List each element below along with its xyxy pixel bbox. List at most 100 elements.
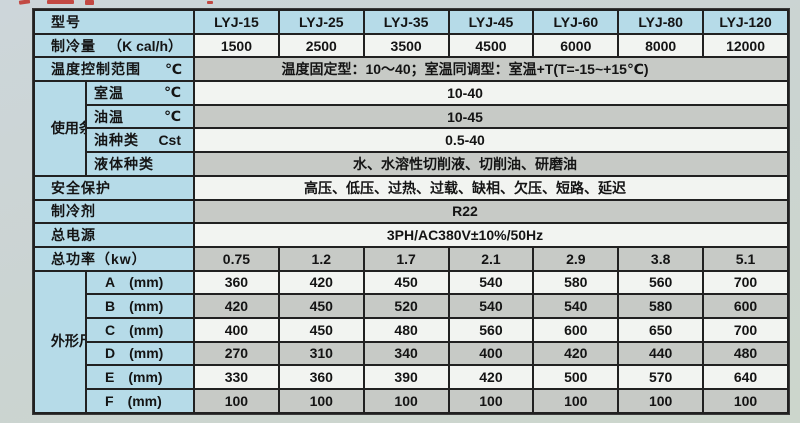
row-unit: ℃ [164, 84, 181, 101]
row-model: 型号 LYJ-15 LYJ-25 LYJ-35 LYJ-45 LYJ-60 LY… [33, 9, 789, 35]
value-cell: 420 [447, 364, 535, 390]
row-unit: (mm) [129, 274, 164, 291]
row-label-cell: 温度控制范围 ℃ [33, 56, 195, 83]
value-cell: 540 [447, 293, 535, 319]
sub-label-cell: 液体种类 [85, 151, 195, 177]
group-label-dimensions: 外形尺寸 [33, 269, 87, 414]
row-label-cell: 总功率（kw） [33, 245, 195, 272]
value-cell: 360 [277, 364, 365, 390]
value-cell: 100 [193, 388, 280, 414]
model-header-cell: LYJ-80 [617, 9, 705, 35]
row-refrigerant: 制冷剂 R22 [33, 198, 789, 225]
sub-label-cell: D (mm) [85, 340, 195, 367]
sub-label-cell: F (mm) [85, 388, 195, 414]
row-safety-protection: 安全保护 高压、低压、过热、过载、缺相、欠压、短路、延迟 [33, 174, 789, 201]
value-cell: 310 [277, 340, 365, 367]
value-cell: 560 [617, 269, 705, 296]
row-label-cell: 制冷量 （K cal/h） [33, 32, 195, 59]
value-cell: 3.8 [617, 245, 705, 272]
red-ink-mark [18, 0, 31, 5]
value-cell: 450 [277, 293, 365, 319]
value-cell: 700 [702, 316, 789, 343]
row-liquid-type: 液体种类 水、水溶性切削液、切削油、研磨油 [34, 151, 789, 177]
row-unit: Cst [158, 132, 181, 149]
value-cell: 420 [193, 293, 280, 319]
row-label: 油种类 [94, 132, 139, 149]
merged-value-cell: 10-45 [193, 103, 789, 130]
row-unit: (mm) [129, 345, 164, 362]
sub-label-cell: B (mm) [85, 293, 195, 319]
row-unit: ℃ [164, 108, 181, 125]
value-cell: 480 [362, 316, 450, 343]
value-cell: 420 [532, 340, 620, 367]
row-label: 室温 [94, 84, 124, 101]
value-cell: 400 [193, 316, 280, 343]
row-label: 总功率（kw） [51, 250, 147, 267]
row-oil-type: 油种类 Cst 0.5-40 [34, 127, 789, 154]
sub-label-cell: C (mm) [85, 316, 195, 343]
sub-label-cell: 室温 ℃ [85, 80, 195, 106]
row-label: B [105, 298, 116, 315]
row-label: 温度控制范围 [51, 61, 141, 78]
merged-value-cell: 0.5-40 [193, 127, 789, 154]
value-cell: 6000 [532, 32, 620, 59]
row-dim-a: 外形尺寸 A (mm) 360 420 450 540 580 560 700 [33, 269, 789, 414]
row-unit: ℃ [165, 60, 182, 77]
model-header-cell: LYJ-60 [532, 9, 620, 35]
value-cell: 12000 [702, 32, 789, 59]
value-cell: 520 [362, 293, 450, 319]
value-cell: 1500 [193, 32, 280, 59]
value-cell: 600 [532, 316, 620, 343]
sub-label-cell: A (mm) [85, 269, 195, 296]
value-cell: 360 [193, 269, 280, 296]
value-cell: 570 [617, 364, 705, 390]
row-oil-temp: 油温 ℃ 10-45 [34, 103, 789, 130]
value-cell: 1.7 [362, 245, 450, 272]
row-label: F [105, 392, 114, 409]
value-cell: 100 [447, 388, 535, 414]
value-cell: 100 [362, 388, 450, 414]
row-room-temp: 使用条件 室温 ℃ 10-40 [33, 80, 789, 177]
value-cell: 8000 [617, 32, 705, 59]
value-cell: 640 [702, 364, 789, 390]
row-unit: (mm) [129, 321, 164, 338]
sub-label-cell: E (mm) [85, 364, 195, 390]
value-cell: 560 [447, 316, 535, 343]
row-dim-e: E (mm) 330 360 390 420 500 570 640 [34, 364, 789, 390]
value-cell: 2.9 [532, 245, 620, 272]
value-cell: 650 [617, 316, 705, 343]
row-label-cell: 安全保护 [33, 174, 195, 201]
value-cell: 700 [702, 269, 789, 296]
row-label: 型号 [51, 13, 81, 30]
value-cell: 420 [277, 269, 365, 296]
row-label: C [105, 321, 116, 338]
value-cell: 400 [447, 340, 535, 367]
merged-value-cell: 水、水溶性切削液、切削油、研磨油 [193, 151, 789, 177]
value-cell: 270 [193, 340, 280, 367]
value-cell: 100 [617, 388, 705, 414]
row-cooling-capacity: 制冷量 （K cal/h） 1500 2500 3500 4500 6000 8… [33, 32, 789, 59]
row-label-cell: 总电源 [33, 222, 195, 248]
model-header-cell: LYJ-120 [702, 9, 789, 35]
merged-value-cell: 3PH/AC380V±10%/50Hz [193, 222, 789, 248]
value-cell: 340 [362, 340, 450, 367]
spec-table: 型号 LYJ-15 LYJ-25 LYJ-35 LYJ-45 LYJ-60 LY… [33, 9, 789, 414]
model-header-cell: LYJ-45 [447, 9, 535, 35]
value-cell: 540 [532, 293, 620, 319]
value-cell: 100 [277, 388, 365, 414]
row-dim-c: C (mm) 400 450 480 560 600 650 700 [34, 316, 789, 343]
value-cell: 2500 [277, 32, 365, 59]
row-power-supply: 总电源 3PH/AC380V±10%/50Hz [33, 222, 789, 248]
red-ink-mark [47, 0, 74, 4]
row-label: 制冷剂 [51, 203, 96, 220]
value-cell: 0.75 [193, 245, 280, 272]
row-temp-control-range: 温度控制范围 ℃ 温度固定型：10～40；室温同调型：室温+T(T=-15~+1… [33, 56, 789, 83]
value-cell: 100 [532, 388, 620, 414]
merged-value-cell: 温度固定型：10～40；室温同调型：室温+T(T=-15~+15℃) [193, 56, 789, 83]
row-label: A [105, 274, 116, 291]
model-header-cell: LYJ-15 [193, 9, 280, 35]
value-cell: 330 [193, 364, 280, 390]
value-cell: 450 [277, 316, 365, 343]
row-unit: (mm) [128, 369, 163, 386]
